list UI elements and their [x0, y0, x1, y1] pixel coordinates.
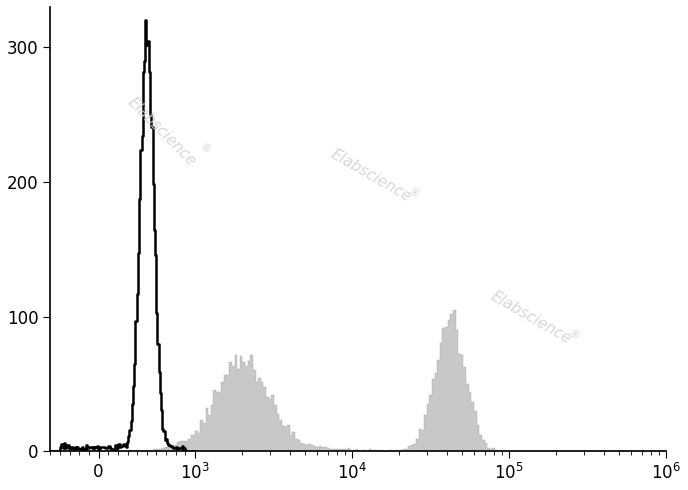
Text: ®: ®: [566, 329, 581, 343]
Text: ®: ®: [407, 186, 421, 200]
Text: Elabscience: Elabscience: [327, 147, 413, 205]
Text: Elabscience: Elabscience: [488, 289, 574, 347]
Text: Elabscience: Elabscience: [124, 94, 198, 169]
Text: ®: ®: [197, 142, 212, 156]
